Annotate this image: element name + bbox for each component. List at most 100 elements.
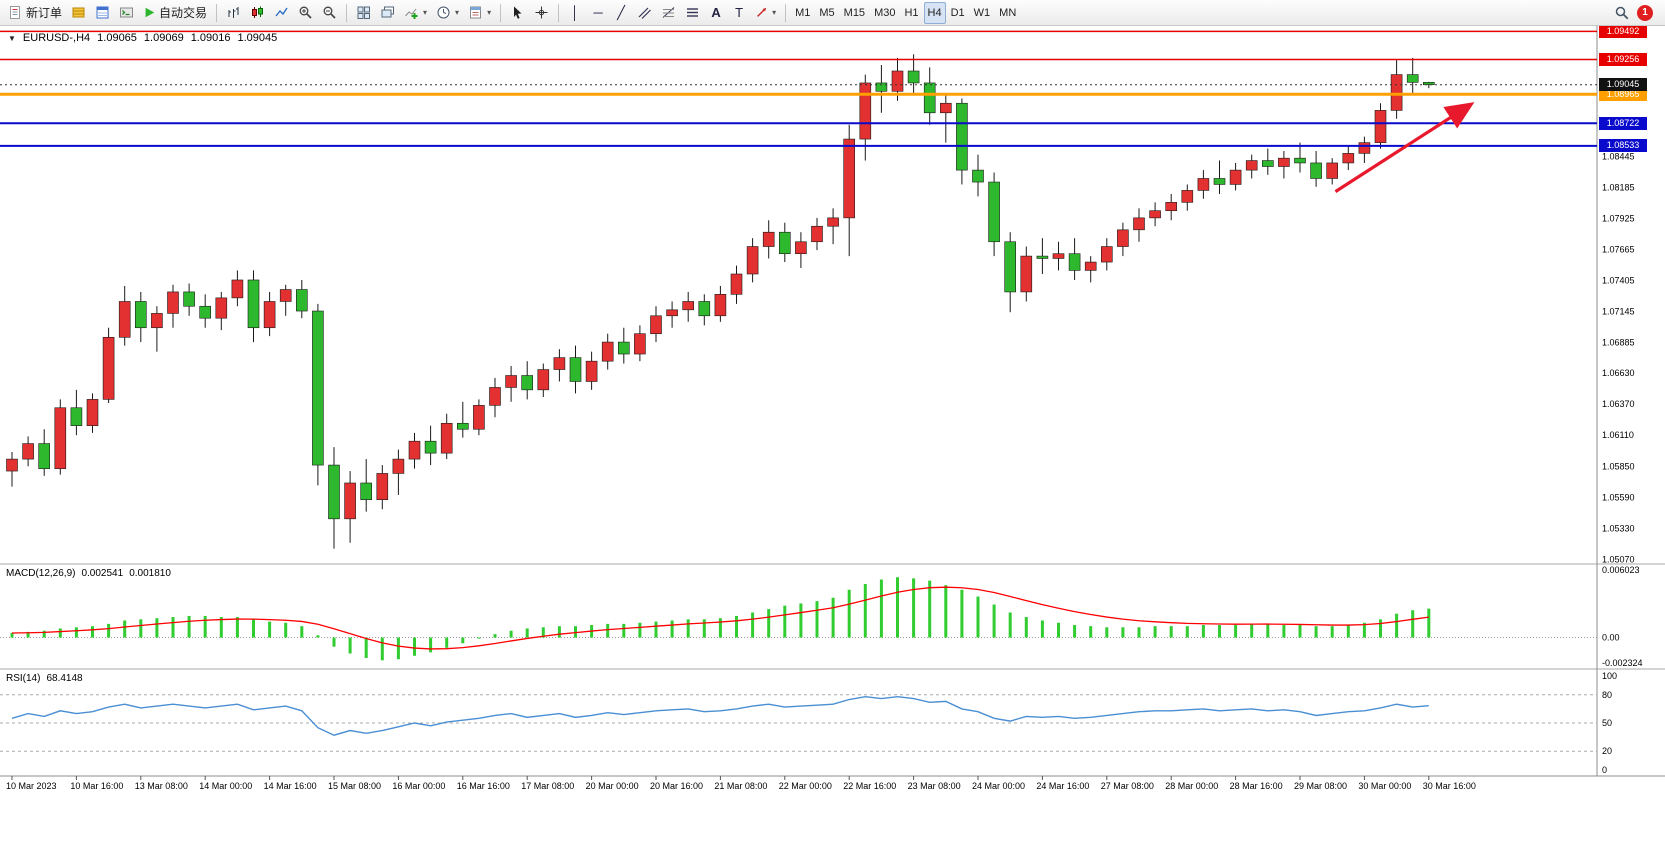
macd-bar: [686, 619, 690, 638]
candles-layer: [6, 54, 1435, 549]
candle-body: [279, 289, 292, 302]
macd-bar: [557, 626, 561, 638]
candle-body: [1310, 162, 1322, 179]
cascade-windows-button[interactable]: [376, 2, 399, 24]
macd-bar: [1298, 625, 1302, 638]
candle-body: [1068, 253, 1081, 271]
zoom-in-button[interactable]: [294, 2, 317, 24]
cursor-button[interactable]: [506, 2, 529, 24]
candle-body: [1181, 190, 1194, 203]
time-axis-label: 14 Mar 00:00: [199, 781, 252, 791]
candlestick-chart-button[interactable]: [246, 2, 269, 24]
candle-body: [778, 231, 791, 255]
macd-bar: [783, 605, 787, 638]
candle-body: [714, 294, 727, 317]
data-window-button[interactable]: [91, 2, 114, 24]
macd-bar: [670, 620, 674, 638]
time-axis-label: 24 Mar 16:00: [1036, 781, 1089, 791]
chart-background[interactable]: [0, 26, 1665, 845]
notification-badge[interactable]: 1: [1637, 4, 1653, 21]
arrows-button[interactable]: ▾: [751, 2, 780, 24]
indicators-button[interactable]: ▾: [400, 2, 431, 24]
chart-canvas[interactable]: 1.08445 1.08185 1.07925 1.07665 1.07405 1.071…: [0, 26, 1665, 845]
toolbar-separator: [500, 3, 502, 22]
timeframe-button-m30[interactable]: M30: [870, 2, 899, 24]
new-order-button[interactable]: 新订单: [4, 2, 66, 24]
candle: [328, 447, 340, 549]
time-scale[interactable]: 10 Mar 2023 10 Mar 16:00 13 Mar 08:00 14 Ma…: [6, 776, 1476, 791]
candle: [1149, 202, 1161, 227]
terminal-button[interactable]: [115, 2, 138, 24]
candle: [956, 98, 968, 185]
candle: [376, 465, 389, 510]
data-window-icon: [96, 6, 109, 19]
candle-body: [875, 82, 888, 92]
autotrading-button[interactable]: 自动交易: [139, 2, 211, 24]
candle-body: [795, 241, 807, 255]
candle-body: [1197, 178, 1210, 191]
candle-body: [1149, 210, 1161, 219]
zoom-out-button[interactable]: [318, 2, 341, 24]
tile-windows-button[interactable]: [352, 2, 375, 24]
candle-body: [183, 291, 195, 307]
time-axis-label: 28 Mar 00:00: [1165, 781, 1218, 791]
templates-button[interactable]: ▾: [464, 2, 495, 24]
time-axis-label: 16 Mar 16:00: [457, 781, 510, 791]
timeframe-button-h4[interactable]: H4: [923, 1, 946, 24]
rsi-name: RSI(14): [6, 673, 41, 684]
candle-body: [86, 399, 99, 426]
candle-body: [1229, 169, 1242, 185]
candle-body: [70, 407, 83, 426]
candle: [344, 471, 356, 543]
candle-body: [376, 473, 389, 501]
shapes-button[interactable]: [681, 2, 704, 24]
timeframe-button-h1[interactable]: H1: [900, 2, 922, 24]
macd-histogram: [10, 577, 1431, 661]
timeframe-button-m1[interactable]: M1: [791, 2, 814, 24]
candle: [730, 265, 743, 304]
candle-body: [666, 309, 678, 317]
macd-bar: [1185, 626, 1189, 638]
trend-arrow-object[interactable]: [1334, 102, 1475, 193]
main-toolbar: 新订单 自动交易: [0, 0, 1665, 26]
candle: [1374, 103, 1387, 149]
macd-bar: [831, 597, 835, 638]
timeframe-button-m5[interactable]: M5: [815, 2, 838, 24]
macd-bar: [847, 589, 851, 638]
macd-bar: [606, 623, 610, 638]
rsi-indicator-label: RSI(14) 68.4148: [6, 673, 83, 684]
search-icon: [1615, 6, 1629, 19]
vertical-line-button[interactable]: │: [564, 2, 586, 24]
search-button[interactable]: [1610, 2, 1634, 24]
candle-body: [328, 464, 340, 520]
text-button[interactable]: A: [705, 2, 727, 24]
market-watch-button[interactable]: [67, 2, 90, 24]
text-tool-icon: A: [711, 5, 721, 20]
timeframe-button-m15[interactable]: M15: [840, 2, 869, 24]
bar-chart-button[interactable]: [222, 2, 245, 24]
macd-bar: [26, 631, 30, 638]
macd-bar: [815, 601, 819, 638]
candle-body: [231, 279, 244, 299]
label-button[interactable]: T: [728, 2, 750, 24]
candle: [247, 270, 260, 343]
timeframe-button-w1[interactable]: W1: [970, 2, 995, 24]
macd-bar: [461, 637, 465, 644]
fibonacci-button[interactable]: [657, 2, 680, 24]
toolbar-separator: [346, 3, 348, 22]
trendline-button[interactable]: ╱: [610, 2, 632, 24]
line-chart-button[interactable]: [270, 2, 293, 24]
candle: [1423, 81, 1435, 89]
horizontal-line-button[interactable]: ─: [587, 2, 609, 24]
periods-button[interactable]: ▾: [432, 2, 463, 24]
macd-bar: [525, 628, 529, 638]
candle-body: [843, 138, 856, 219]
timeframe-button-d1[interactable]: D1: [947, 2, 969, 24]
vertical-line-icon: │: [571, 5, 580, 20]
channel-button[interactable]: [633, 2, 656, 24]
quick-panel-toggle-icon[interactable]: ▼: [8, 33, 16, 43]
candle-body: [6, 458, 18, 472]
timeframe-button-mn[interactable]: MN: [995, 2, 1020, 24]
macd-bar: [1137, 627, 1141, 638]
crosshair-button[interactable]: [530, 2, 553, 24]
